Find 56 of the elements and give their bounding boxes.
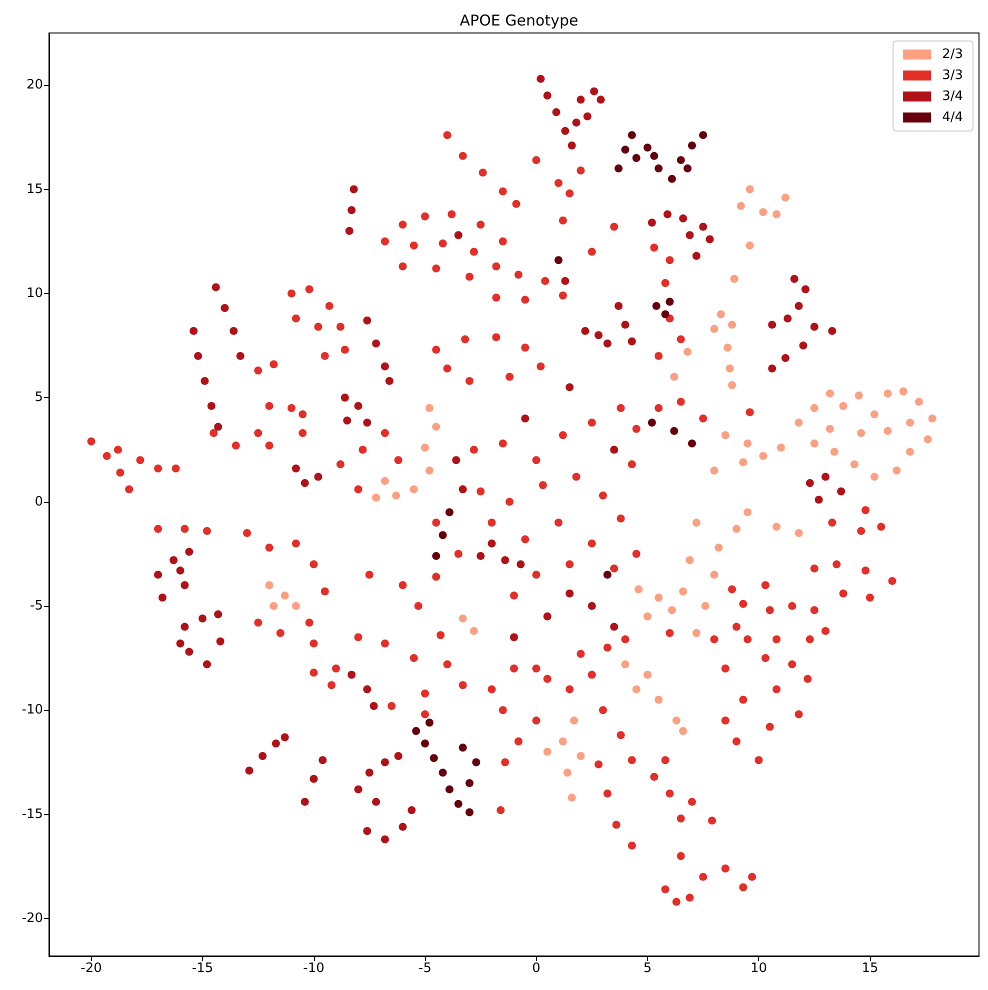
x-tick-label: -5 [418,961,432,976]
point [454,800,462,808]
point [472,758,480,766]
point [648,418,656,427]
y-tick-label: -10 [22,702,43,718]
x-tick-label: 0 [532,961,540,976]
point [670,426,678,435]
point [688,142,696,150]
point [628,131,636,140]
point [614,164,623,172]
y-tick-label: 20 [26,78,43,93]
point [445,785,454,794]
chart-title: APOE Genotype [460,12,578,30]
point [650,152,658,160]
point [621,146,630,154]
legend-label: 4/4 [942,110,963,125]
y-tick-label: 5 [34,390,43,406]
point [652,302,660,310]
y-tick-label: -5 [30,598,43,614]
y-tick-label: -15 [22,806,43,822]
point [554,256,562,264]
point [421,739,430,748]
point [438,531,447,540]
point [688,439,696,448]
x-tick-label: -15 [192,961,214,976]
point [699,131,708,140]
y-tick-label: 0 [34,494,43,510]
point [654,164,663,172]
point [632,154,640,162]
point [661,310,670,318]
point [666,298,674,306]
point [676,156,685,164]
point [466,779,474,788]
point [684,164,692,172]
y-tick-label: -20 [22,910,43,926]
x-tick-label: 10 [750,961,768,976]
y-tick-label: 15 [26,182,43,197]
point [425,718,434,727]
x-tick-label: -10 [303,961,324,976]
point [430,754,438,762]
point [603,570,612,579]
point [458,744,467,752]
x-tick-label: 15 [862,961,878,976]
point [412,726,420,735]
x-tick-label: -20 [80,961,102,976]
point [466,808,474,816]
point [432,552,440,560]
x-tick-label: 5 [643,961,652,976]
point [445,508,454,516]
point [644,144,652,152]
legend-label: 2/3 [942,47,963,62]
point [668,174,676,183]
point [438,768,447,777]
y-tick-label: 10 [26,286,43,301]
legend-label: 3/3 [942,68,963,83]
legend-label: 3/4 [942,89,963,104]
